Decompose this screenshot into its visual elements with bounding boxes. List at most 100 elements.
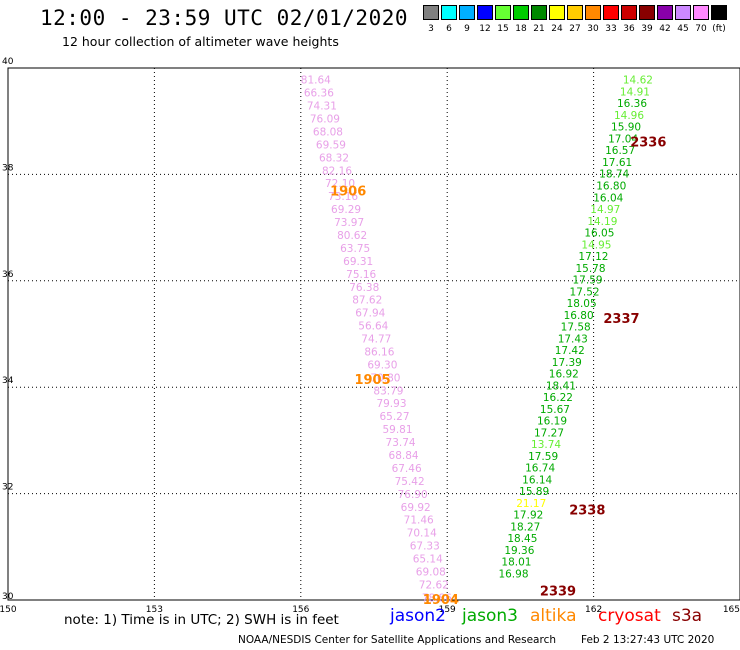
lon-tick-label: 162 bbox=[585, 605, 602, 615]
pass-label: 1904 bbox=[423, 593, 459, 608]
lon-tick-label: 165 bbox=[723, 605, 740, 615]
scale-label: 12 bbox=[479, 24, 491, 34]
legend-cryosat: cryosat bbox=[598, 606, 661, 626]
wave-height-label: 14.95 bbox=[581, 239, 611, 251]
lat-tick-label: 36 bbox=[2, 270, 14, 280]
scale-label: 21 bbox=[533, 24, 545, 34]
wave-height-label: 16.80 bbox=[564, 310, 594, 322]
credit-line: NOAA/NESDIS Center for Satellite Applica… bbox=[238, 634, 556, 646]
wave-height-label: 83.79 bbox=[373, 385, 403, 397]
wave-height-label: 16.92 bbox=[549, 369, 579, 381]
wave-height-label: 21.17 bbox=[516, 498, 546, 510]
wave-height-label: 18.74 bbox=[599, 169, 629, 181]
wave-height-label: 17.92 bbox=[513, 510, 543, 522]
scale-swatch bbox=[423, 5, 439, 20]
wave-height-label: 18.05 bbox=[567, 298, 597, 310]
scale-label: 15 bbox=[497, 24, 509, 34]
wave-height-label: 17.42 bbox=[555, 345, 585, 357]
scale-swatch bbox=[621, 5, 637, 20]
map-subtitle: 12 hour collection of altimeter wave hei… bbox=[62, 34, 339, 49]
scale-swatch bbox=[459, 5, 475, 20]
wave-height-label: 82.16 bbox=[322, 165, 352, 177]
scale-label: 3 bbox=[428, 24, 434, 34]
pass-label: 2339 bbox=[540, 584, 576, 599]
wave-height-label: 73.97 bbox=[334, 217, 364, 229]
wave-height-label: 69.29 bbox=[331, 204, 361, 216]
map-frame bbox=[7, 67, 740, 601]
wave-height-label: 16.05 bbox=[584, 228, 614, 240]
wave-height-label: 15.78 bbox=[575, 263, 605, 275]
wave-height-label: 87.62 bbox=[352, 295, 382, 307]
track-2: 14.6214.9116.3614.9615.9017.0416.5717.61… bbox=[498, 75, 653, 581]
wave-height-label: 14.91 bbox=[620, 86, 650, 98]
wave-height-label: 65.14 bbox=[413, 554, 443, 566]
scale-swatch bbox=[495, 5, 511, 20]
scale-swatch bbox=[675, 5, 691, 20]
wave-height-label: 17.27 bbox=[534, 427, 564, 439]
wave-height-label: 76.90 bbox=[398, 489, 428, 501]
lon-tick-label: 150 bbox=[0, 605, 17, 615]
wave-height-label: 69.30 bbox=[367, 359, 397, 371]
wave-height-label: 18.41 bbox=[546, 380, 576, 392]
wave-height-label: 66.36 bbox=[304, 88, 334, 100]
wave-height-label: 15.67 bbox=[540, 404, 570, 416]
wave-height-label: 16.80 bbox=[596, 180, 626, 192]
scale-label: 39 bbox=[641, 24, 653, 34]
wave-height-label: 17.59 bbox=[573, 275, 603, 287]
wave-height-label: 17.43 bbox=[558, 333, 588, 345]
lon-tick-label: 159 bbox=[439, 605, 456, 615]
wave-height-label: 79.93 bbox=[376, 398, 406, 410]
wave-height-label: 71.46 bbox=[404, 515, 434, 527]
scale-swatch bbox=[639, 5, 655, 20]
wave-height-label: 18.01 bbox=[501, 557, 531, 569]
legend-s3a: s3a bbox=[672, 606, 703, 626]
wave-height-label: 70.80 bbox=[370, 372, 400, 384]
lat-tick-label: 40 bbox=[2, 57, 14, 67]
wave-height-label: 17.61 bbox=[602, 157, 632, 169]
wave-height-label: 15.89 bbox=[519, 486, 549, 498]
wave-height-label: 67.94 bbox=[355, 308, 385, 320]
scale-label: 42 bbox=[659, 24, 671, 34]
pass-label: 1906 bbox=[330, 184, 366, 199]
wave-height-label: 17.12 bbox=[578, 251, 608, 263]
lat-tick-label: 30 bbox=[2, 592, 14, 602]
wave-height-label: 16.74 bbox=[525, 463, 555, 475]
wave-height-label: 18.45 bbox=[507, 533, 537, 545]
satellite-tracks: 81.6466.3674.3176.0968.0869.5968.3282.16… bbox=[301, 75, 653, 605]
wave-height-label: 75.16 bbox=[346, 269, 376, 281]
lat-tick-label: 34 bbox=[2, 376, 14, 386]
axis-tick-labels: 150 153 156 159 162 165 30 32 34 36 38 40 bbox=[0, 57, 740, 615]
scale-unit: (ft) bbox=[712, 24, 726, 34]
scale-label: 18 bbox=[515, 24, 527, 34]
wave-height-label: 65.27 bbox=[379, 411, 409, 423]
wave-height-label: 14.96 bbox=[614, 110, 644, 122]
scale-swatch bbox=[441, 5, 457, 20]
wave-height-label: 14.19 bbox=[587, 216, 617, 228]
wave-height-label: 59.81 bbox=[382, 424, 412, 436]
scale-label: 30 bbox=[587, 24, 599, 34]
wave-height-label: 17.52 bbox=[570, 286, 600, 298]
scale-label: 9 bbox=[464, 24, 470, 34]
scale-swatch bbox=[567, 5, 583, 20]
scale-swatch bbox=[657, 5, 673, 20]
lon-tick-label: 156 bbox=[292, 605, 309, 615]
scale-swatch bbox=[531, 5, 547, 20]
wave-height-label: 68.08 bbox=[313, 126, 343, 138]
wave-height-label: 17.58 bbox=[561, 322, 591, 334]
wave-height-label: 74.77 bbox=[361, 334, 391, 346]
wave-height-label: 68.32 bbox=[319, 152, 349, 164]
scale-label: 70 bbox=[695, 24, 707, 34]
scale-swatch bbox=[513, 5, 529, 20]
scale-label: 45 bbox=[677, 24, 689, 34]
wave-height-label: 73.16 bbox=[328, 191, 358, 203]
wave-height-label: 74.31 bbox=[307, 101, 337, 113]
wave-height-label: 80.62 bbox=[337, 230, 367, 242]
wave-height-label: 63.75 bbox=[340, 243, 370, 255]
scale-label: 33 bbox=[605, 24, 617, 34]
pass-label: 1905 bbox=[354, 373, 390, 388]
wave-height-label: 16.98 bbox=[498, 568, 528, 580]
wave-height-label: 15.90 bbox=[611, 122, 641, 134]
wave-height-label: 69.08 bbox=[416, 566, 446, 578]
wave-height-label: 81.64 bbox=[301, 75, 331, 87]
